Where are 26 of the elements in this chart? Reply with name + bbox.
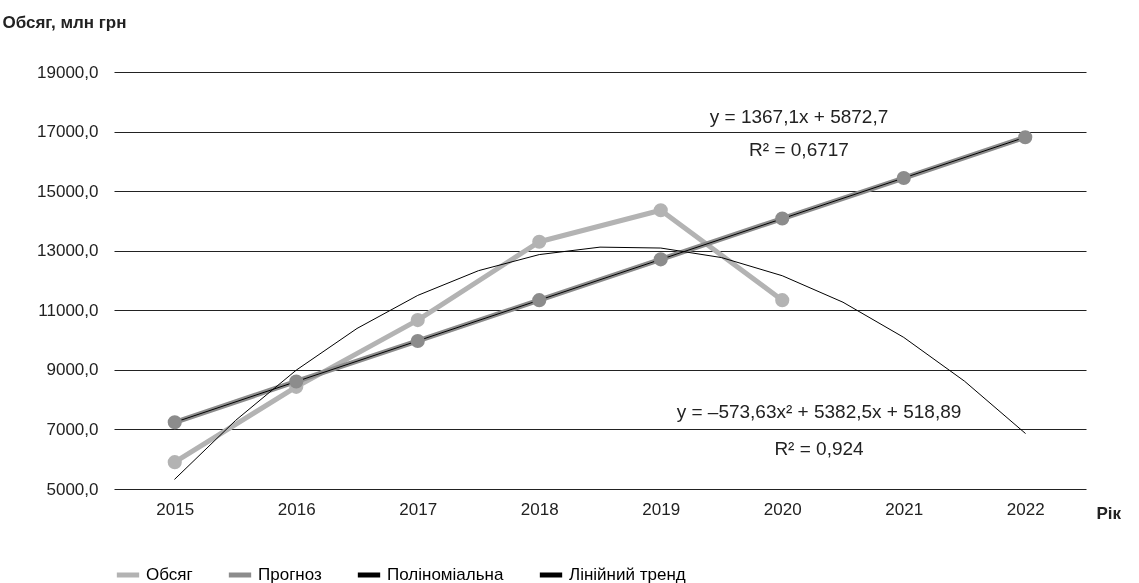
y-tick-label: 15000,0 [37, 181, 99, 201]
x-tick-label: 2016 [277, 499, 316, 519]
y-axis-title: Обсяг, млн грн [2, 12, 127, 32]
legend-label: Лінійний тренд [569, 565, 686, 583]
x-tick-label: 2018 [520, 499, 559, 519]
y-tick-label: 19000,0 [37, 62, 99, 82]
y-tick-label: 5000,0 [46, 479, 99, 499]
annotation: R² = 0,6717 [749, 139, 849, 160]
x-tick-label: 2020 [763, 499, 802, 519]
y-tick-label: 11000,0 [38, 300, 99, 320]
x-tick-label: 2022 [1006, 499, 1045, 519]
x-tick-label: 2021 [885, 499, 924, 519]
annotation: R² = 0,924 [774, 438, 865, 459]
x-tick-label: 2019 [642, 499, 681, 519]
legend-label: Прогноз [258, 565, 322, 583]
y-tick-label: 7000,0 [46, 419, 99, 439]
y-tick-label: 13000,0 [37, 241, 99, 261]
legend-label: Поліноміальна [387, 565, 504, 583]
y-tick-label: 9000,0 [46, 360, 99, 380]
annotation: y = 1367,1x + 5872,7 [709, 106, 889, 127]
x-axis-title: Рік [1096, 503, 1122, 523]
y-tick-label: 17000,0 [37, 122, 99, 142]
annotation: y = –573,63x² + 5382,5x + 518,89 [676, 401, 962, 422]
x-tick-label: 2015 [156, 499, 195, 519]
legend-label: Обсяг [146, 565, 193, 583]
x-tick-label: 2017 [399, 499, 438, 519]
